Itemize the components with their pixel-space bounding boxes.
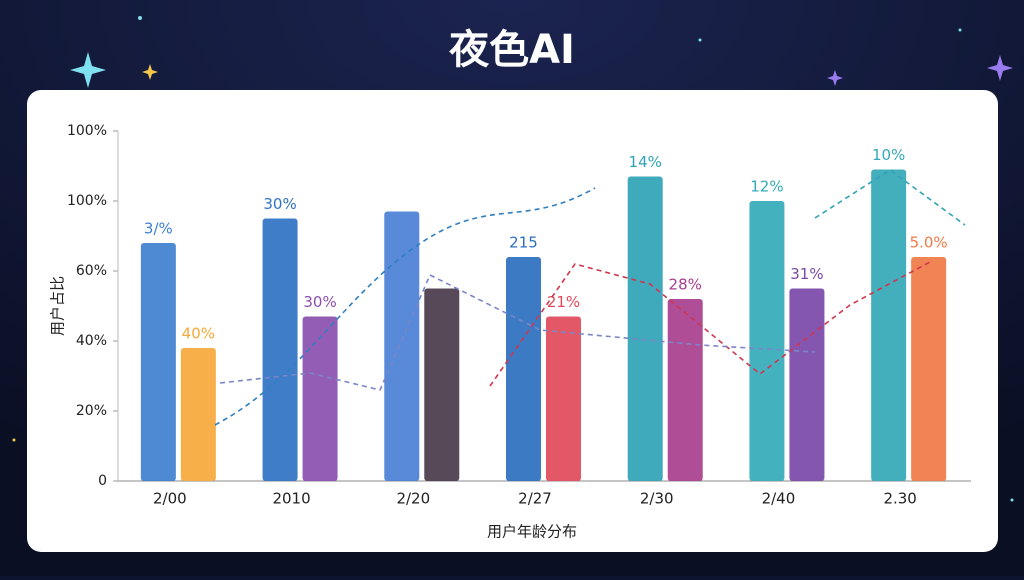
bar-label: 14% (629, 153, 662, 171)
x-axis-label: 用户年龄分布 (487, 523, 577, 541)
bar (262, 218, 298, 481)
y-tick-label: 0 (98, 473, 107, 489)
bar-label: 31% (790, 265, 823, 283)
bar-label: 40% (182, 325, 215, 343)
x-tick-label: 2/30 (640, 490, 674, 508)
bar (546, 316, 581, 481)
bar (180, 348, 216, 481)
y-axis-label: 用户占比 (49, 276, 67, 336)
bar-label: 215 (509, 234, 538, 252)
y-tick-label: 60% (76, 263, 107, 279)
x-tick-label: 2/20 (396, 490, 430, 508)
bar (911, 257, 947, 481)
y-tick-label: 100% (67, 193, 107, 209)
bar (384, 211, 420, 481)
decorative-lines (214, 169, 966, 426)
bar (506, 257, 541, 481)
x-tick-label: 2/27 (518, 490, 552, 508)
bar-label: 21% (547, 293, 580, 311)
bar-label: 3/% (144, 220, 173, 238)
bar-label: 12% (750, 178, 783, 196)
bar-label: 30% (303, 293, 336, 311)
y-tick-label: 100% (67, 123, 107, 139)
bar-label: 28% (669, 276, 702, 294)
x-tick-label: 2010 (272, 490, 310, 508)
bar (302, 316, 338, 481)
plot: 0 20% 40% 60% 100% 100% 2/00 3/% 40% 2010 30% 30% 2/… (67, 123, 971, 508)
x-tick-label: 2.30 (883, 490, 916, 508)
bar (627, 176, 663, 481)
bar (424, 288, 460, 481)
title: 夜色AI (448, 27, 575, 73)
bar-label: 30% (263, 195, 296, 213)
bar (749, 201, 785, 481)
bar (871, 169, 907, 481)
stars (12, 16, 1014, 502)
bar (789, 288, 825, 481)
y-tick-label: 40% (76, 333, 107, 349)
bar (140, 243, 176, 481)
bar-label: 5.0% (910, 234, 948, 252)
x-tick-label: 2/00 (153, 490, 187, 508)
bar-label: 10% (872, 146, 905, 164)
bar (667, 299, 703, 481)
x-tick-label: 2/40 (762, 490, 796, 508)
y-tick-label: 20% (76, 403, 107, 419)
